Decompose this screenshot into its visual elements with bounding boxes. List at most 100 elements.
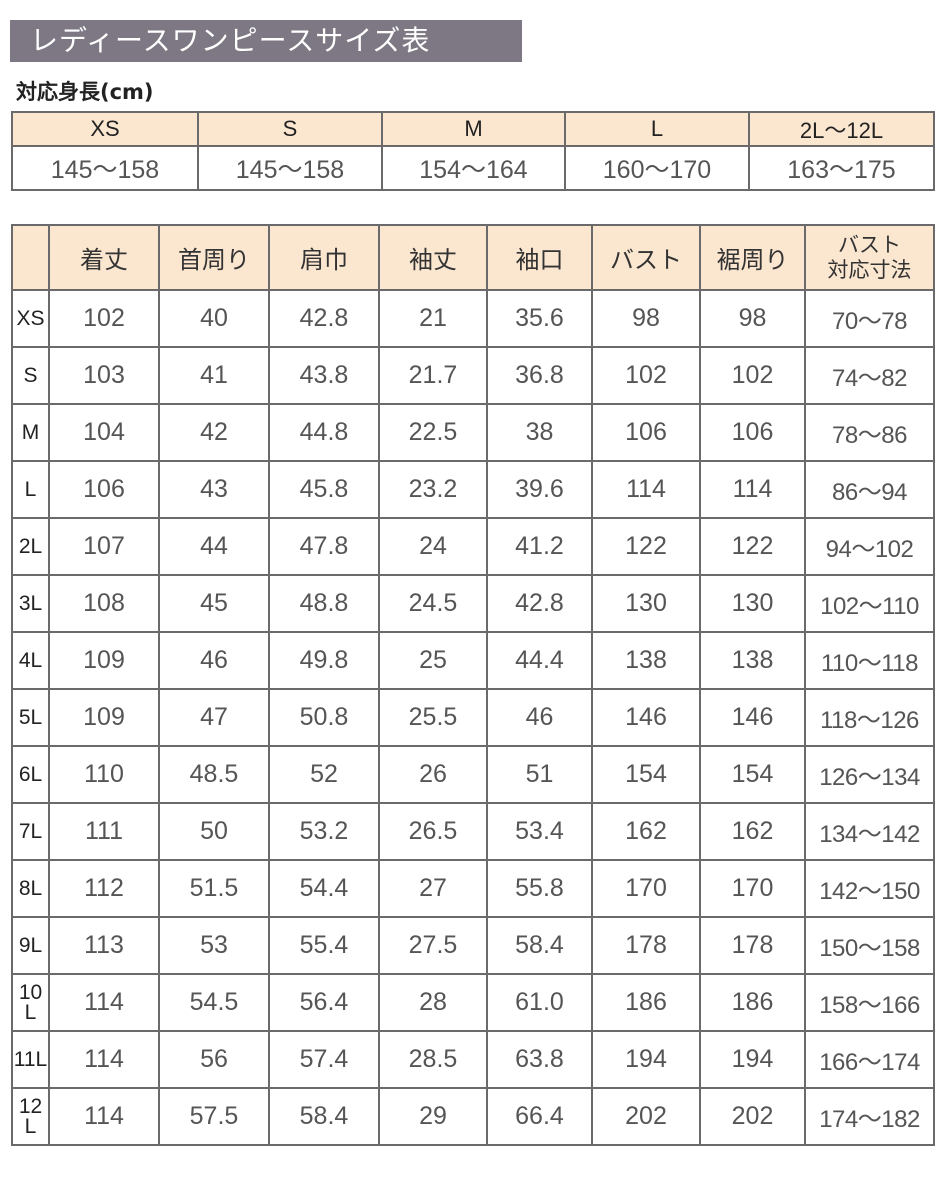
measurement-cell: 146 [699, 688, 806, 747]
measurement-cell: 56 [158, 1030, 270, 1089]
measurement-cell: 114 [48, 1087, 160, 1146]
measurement-cell: 52 [268, 745, 380, 804]
measurement-cell: 22.5 [378, 403, 488, 462]
measurement-cell: 41 [158, 346, 270, 405]
measurement-cell: 48.5 [158, 745, 270, 804]
size-label: M [11, 403, 50, 462]
measurement-cell: 118〜126 [804, 688, 935, 747]
column-header: バスト [591, 224, 701, 291]
table-row: 10L 114 54.5 56.4 28 61.0 186 186 158〜166 [11, 973, 935, 1032]
measurement-cell: 174〜182 [804, 1087, 935, 1146]
table-row: L 106 43 45.8 23.2 39.6 114 114 86〜94 [11, 460, 935, 519]
size-label: 12L [11, 1087, 50, 1146]
table-row: 8L 112 51.5 54.4 27 55.8 170 170 142〜150 [11, 859, 935, 918]
measurement-cell: 104 [48, 403, 160, 462]
size-label: S [11, 346, 50, 405]
measurement-cell: 47.8 [268, 517, 380, 576]
measurement-cell: 170 [699, 859, 806, 918]
measurement-cell: 106 [591, 403, 701, 462]
size-label: 6L [11, 745, 50, 804]
measurement-cell: 41.2 [486, 517, 593, 576]
table-row: 7L 111 50 53.2 26.5 53.4 162 162 134〜142 [11, 802, 935, 861]
column-header: 裾周り [699, 224, 806, 291]
column-header: 袖口 [486, 224, 593, 291]
measurement-cell: 66.4 [486, 1087, 593, 1146]
table-row: M 104 42 44.8 22.5 38 106 106 78〜86 [11, 403, 935, 462]
measurement-cell: 146 [591, 688, 701, 747]
measurement-cell: 130 [699, 574, 806, 633]
measurement-cell: 107 [48, 517, 160, 576]
measurement-cell: 48.8 [268, 574, 380, 633]
height-section-label: 対応身長(cm) [16, 80, 154, 104]
measurement-cell: 28 [378, 973, 488, 1032]
height-table: XS S M L 2L〜12L 145〜158 145〜158 154〜164 160〜170… [11, 111, 935, 191]
measurement-cell: 21 [378, 289, 488, 348]
measurement-cell: 138 [699, 631, 806, 690]
size-header-cell: L [564, 111, 750, 147]
measurement-cell: 109 [48, 688, 160, 747]
measurement-cell: 44.4 [486, 631, 593, 690]
measurement-cell: 109 [48, 631, 160, 690]
size-header-cell: M [381, 111, 566, 147]
measurement-cell: 57.5 [158, 1087, 270, 1146]
measurement-cell: 194 [591, 1030, 701, 1089]
size-label: 3L [11, 574, 50, 633]
height-range-cell: 145〜158 [197, 145, 383, 191]
measurement-cell: 178 [591, 916, 701, 975]
measurement-cell: 50 [158, 802, 270, 861]
measurement-cell: 23.2 [378, 460, 488, 519]
measurement-cell: 63.8 [486, 1030, 593, 1089]
size-label: 7L [11, 802, 50, 861]
measurement-cell: 170 [591, 859, 701, 918]
measurement-cell: 134〜142 [804, 802, 935, 861]
measurement-cell: 130 [591, 574, 701, 633]
measurement-cell: 106 [48, 460, 160, 519]
measurement-cell: 51 [486, 745, 593, 804]
measurement-cell: 162 [591, 802, 701, 861]
measurement-cell: 36.8 [486, 346, 593, 405]
measurement-cell: 53.4 [486, 802, 593, 861]
measurement-cell: 126〜134 [804, 745, 935, 804]
table-row: 11L 114 56 57.4 28.5 63.8 194 194 166〜174 [11, 1030, 935, 1089]
measurement-cell: 142〜150 [804, 859, 935, 918]
measurement-cell: 44.8 [268, 403, 380, 462]
measurement-cell: 61.0 [486, 973, 593, 1032]
measurement-cell: 178 [699, 916, 806, 975]
size-table: 着丈 首周り 肩巾 袖丈 袖口 バスト 裾周り バスト 対応寸法 XS 102 40 42.8 21 35… [11, 224, 935, 1146]
size-label: L [11, 460, 50, 519]
measurement-cell: 58.4 [486, 916, 593, 975]
measurement-cell: 35.6 [486, 289, 593, 348]
size-header-cell: XS [11, 111, 199, 147]
measurement-cell: 43.8 [268, 346, 380, 405]
measurement-cell: 45.8 [268, 460, 380, 519]
measurement-cell: 162 [699, 802, 806, 861]
size-label: 11L [11, 1030, 50, 1089]
measurement-cell: 25.5 [378, 688, 488, 747]
measurement-cell: 26.5 [378, 802, 488, 861]
measurement-cell: 40 [158, 289, 270, 348]
size-label: 10L [11, 973, 50, 1032]
measurement-cell: 158〜166 [804, 973, 935, 1032]
measurement-cell: 70〜78 [804, 289, 935, 348]
measurement-cell: 58.4 [268, 1087, 380, 1146]
measurement-cell: 21.7 [378, 346, 488, 405]
measurement-cell: 43 [158, 460, 270, 519]
size-label: XS [11, 289, 50, 348]
header-row: 着丈 首周り 肩巾 袖丈 袖口 バスト 裾周り バスト 対応寸法 [11, 224, 935, 291]
measurement-cell: 102〜110 [804, 574, 935, 633]
measurement-cell: 94〜102 [804, 517, 935, 576]
table-row: 5L 109 47 50.8 25.5 46 146 146 118〜126 [11, 688, 935, 747]
measurement-cell: 27 [378, 859, 488, 918]
measurement-cell: 103 [48, 346, 160, 405]
measurement-cell: 24 [378, 517, 488, 576]
measurement-cell: 106 [699, 403, 806, 462]
height-range-cell: 154〜164 [381, 145, 566, 191]
measurement-cell: 42 [158, 403, 270, 462]
measurement-cell: 186 [591, 973, 701, 1032]
measurement-cell: 113 [48, 916, 160, 975]
measurement-cell: 102 [48, 289, 160, 348]
measurement-cell: 56.4 [268, 973, 380, 1032]
measurement-cell: 55.8 [486, 859, 593, 918]
measurement-cell: 114 [591, 460, 701, 519]
measurement-cell: 202 [591, 1087, 701, 1146]
